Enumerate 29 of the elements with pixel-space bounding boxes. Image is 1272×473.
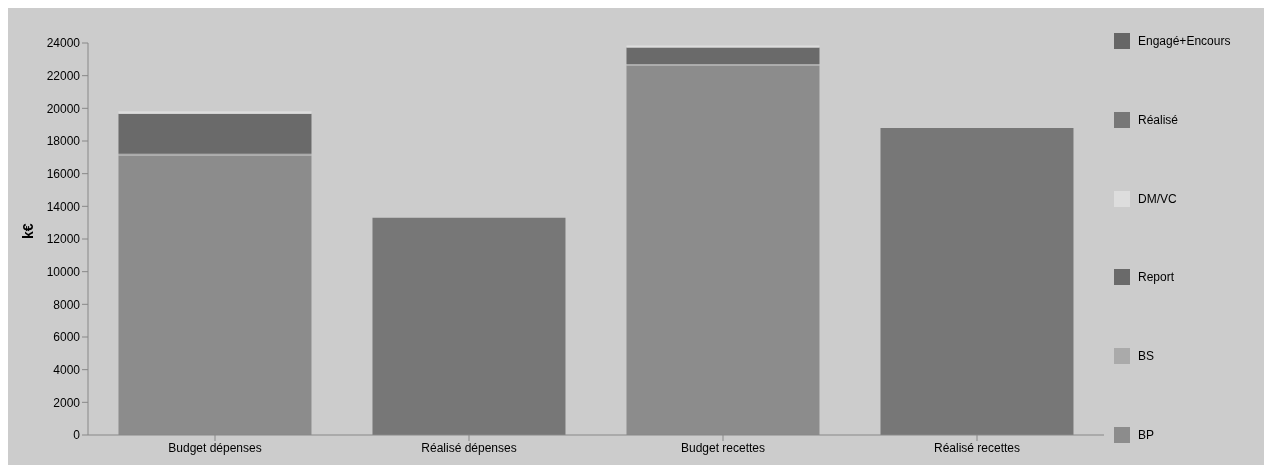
legend-label: Engagé+Encours [1138,34,1231,48]
bar [372,217,566,435]
bar [118,111,312,114]
y-tick-label: 24000 [46,36,81,51]
x-tick-label: Réalisé dépenses [421,440,517,455]
legend-label: BP [1138,427,1155,442]
y-tick-label: 4000 [53,362,81,377]
y-tick-label: 10000 [46,264,81,279]
y-tick-label: 0 [73,428,81,443]
bar [880,127,1074,435]
y-tick-label: 22000 [46,68,81,83]
y-tick-label: 12000 [46,232,81,247]
y-tick-label: 14000 [46,199,81,214]
y-tick-label: 8000 [53,297,81,312]
y-tick-label: 18000 [46,134,81,149]
legend-label: DM/VC [1138,191,1177,206]
legend-label: Réalisé [1138,112,1179,127]
y-tick-label: 2000 [53,395,81,410]
x-tick-label: Budget recettes [680,440,766,455]
y-tick-label: 20000 [46,101,81,116]
legend-label: BS [1138,349,1155,364]
y-axis-title: k€ [19,223,36,239]
y-tick-label: 16000 [46,166,81,181]
legend-label: Report [1138,270,1175,285]
y-tick-label: 6000 [53,330,81,345]
bar [626,47,820,64]
bar [118,113,312,154]
x-tick-label: Réalisé recettes [933,440,1021,455]
x-tick-label: Budget dépenses [168,440,262,455]
